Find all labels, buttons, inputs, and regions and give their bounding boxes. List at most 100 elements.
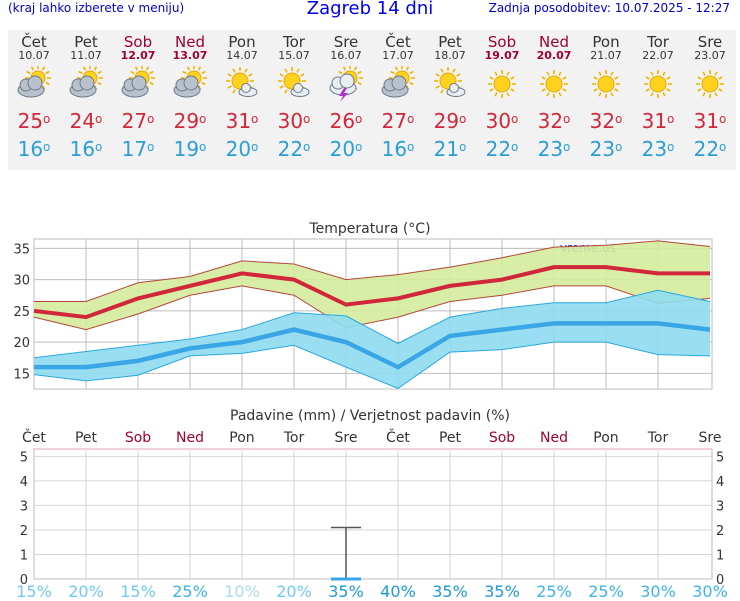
precip-day-label: Čet [386, 428, 410, 446]
day-date: 20.07 [536, 49, 572, 62]
min-temp: 21o [433, 137, 467, 161]
precip-day-label: Sob [489, 430, 515, 446]
precip-plot-area [33, 448, 713, 580]
partly-cloudy-icon [372, 65, 424, 102]
forecast-day: Ned 13.07 29o 19o [164, 30, 216, 160]
day-date: 19.07 [484, 49, 520, 62]
max-temp-band-upper-edge [34, 240, 711, 302]
day-date: 13.07 [172, 49, 208, 62]
precip-ytick-right: 3 [716, 499, 724, 514]
precip-ytick-left: 2 [20, 524, 28, 539]
forecast-day: Sre 23.07 31o 22o [684, 30, 736, 160]
forecast-day: Tor 22.07 31o 23o [632, 30, 684, 160]
precip-day-label: Pon [593, 430, 618, 446]
menu-hint[interactable]: (kraj lahko izberete v meniju) [8, 1, 185, 15]
day-name: Sre [697, 33, 723, 51]
min-temp: 22o [485, 137, 519, 161]
min-temp: 23o [589, 137, 623, 161]
forecast-day: Pet 11.07 24o 16o [60, 30, 112, 160]
page-title: Zagreb 14 dni [306, 0, 434, 19]
temperature-title: Temperatura (°C) [308, 221, 430, 237]
max-temp: 30o [485, 109, 519, 133]
day-date: 12.07 [120, 49, 156, 62]
last-updated: Zadnja posodobitev: 10.07.2025 - 12:27 [488, 1, 730, 15]
precip-probability: 25% [588, 582, 624, 601]
precip-ytick-right: 0 [716, 573, 724, 588]
precip-probability: 25% [172, 582, 208, 601]
sunny-icon [528, 66, 580, 102]
day-name: Pet [74, 33, 98, 51]
precip-ytick-left: 3 [20, 499, 28, 514]
max-temp: 27o [121, 109, 155, 133]
precip-ytick-right: 5 [716, 450, 724, 465]
thunderstorm-icon [320, 65, 372, 102]
precip-day-label: Ned [540, 430, 568, 446]
min-temp: 23o [641, 137, 675, 161]
forecast-day: Sob 12.07 27o 17o [112, 30, 164, 160]
forecast-strip: Čet 10.07 25o 16o Pet 11.07 24o 16o Sob 12.07 2… [8, 30, 736, 170]
page-header: (kraj lahko izberete v meniju) Zagreb 14… [0, 0, 740, 20]
day-date: 16.07 [330, 49, 362, 62]
min-temp: 16o [381, 137, 415, 161]
max-temp: 25o [17, 109, 51, 133]
mostly-sunny-icon [424, 66, 476, 102]
min-temp-band-lower-edge [33, 341, 711, 389]
precip-probability: 20% [276, 582, 312, 601]
precip-ytick-left: 0 [20, 573, 28, 588]
day-date: 21.07 [590, 49, 622, 62]
precip-ytick-left: 1 [20, 548, 28, 563]
day-name: Sre [333, 33, 359, 51]
partly-cloudy-icon [112, 65, 164, 102]
min-temp: 19o [173, 137, 207, 161]
precip-day-label: Sob [125, 430, 151, 446]
mostly-sunny-icon [216, 66, 268, 102]
min-temp: 20o [225, 137, 259, 161]
max-temp-band-lower-edge [33, 285, 711, 331]
min-temp: 23o [537, 137, 571, 161]
day-name: Pet [438, 33, 462, 51]
forecast-day: Pon 14.07 31o 20o [216, 30, 268, 160]
precip-day-label: Ned [176, 430, 204, 446]
day-date: 11.07 [70, 49, 102, 62]
day-date: 17.07 [382, 49, 414, 62]
precip-day-label: Sre [699, 430, 722, 446]
max-temp: 29o [173, 109, 207, 133]
forecast-day: Sre 16.07 26o 20o [320, 30, 372, 160]
day-name: Tor [283, 33, 305, 51]
forecast-day: Pet 18.07 29o 21o [424, 30, 476, 160]
day-name: Ned [175, 33, 205, 51]
precip-day-label: Pet [439, 430, 462, 446]
day-name: Čet [21, 33, 47, 51]
precip-probability: 10% [224, 582, 260, 601]
min-temp-band-upper-edge [33, 289, 711, 359]
precip-probability: 30% [692, 582, 728, 601]
min-temp: 22o [693, 137, 727, 161]
partly-cloudy-icon [8, 65, 60, 102]
min-temp: 17o [121, 137, 155, 161]
partly-cloudy-icon [60, 65, 112, 102]
precip-ytick-right: 4 [716, 475, 724, 490]
precip-ytick-left: 4 [20, 475, 28, 490]
max-temp: 32o [589, 109, 623, 133]
max-temp-line [33, 265, 710, 320]
precip-probability: 15% [16, 582, 52, 601]
sunny-icon [684, 66, 736, 102]
precip-probability: 35% [484, 582, 520, 601]
max-temp-band [34, 240, 710, 330]
precip-day-label: Tor [647, 430, 669, 446]
precip-probability: 35% [328, 582, 364, 601]
temperature-ytick: 35 [13, 242, 30, 257]
forecast-day: Čet 10.07 25o 16o [8, 30, 60, 160]
sunny-icon [632, 66, 684, 102]
day-date: 18.07 [434, 49, 466, 62]
min-temp: 22o [277, 137, 311, 161]
temperature-ytick: 25 [13, 305, 30, 320]
mostly-sunny-icon [268, 66, 320, 102]
forecast-day: Tor 15.07 30o 22o [268, 30, 320, 160]
temperature-ytick: 15 [13, 367, 30, 382]
precip-probability: 40% [380, 582, 416, 601]
precip-day-label: Pon [229, 430, 254, 446]
min-temp: 16o [17, 137, 51, 161]
max-temp: 29o [433, 109, 467, 133]
